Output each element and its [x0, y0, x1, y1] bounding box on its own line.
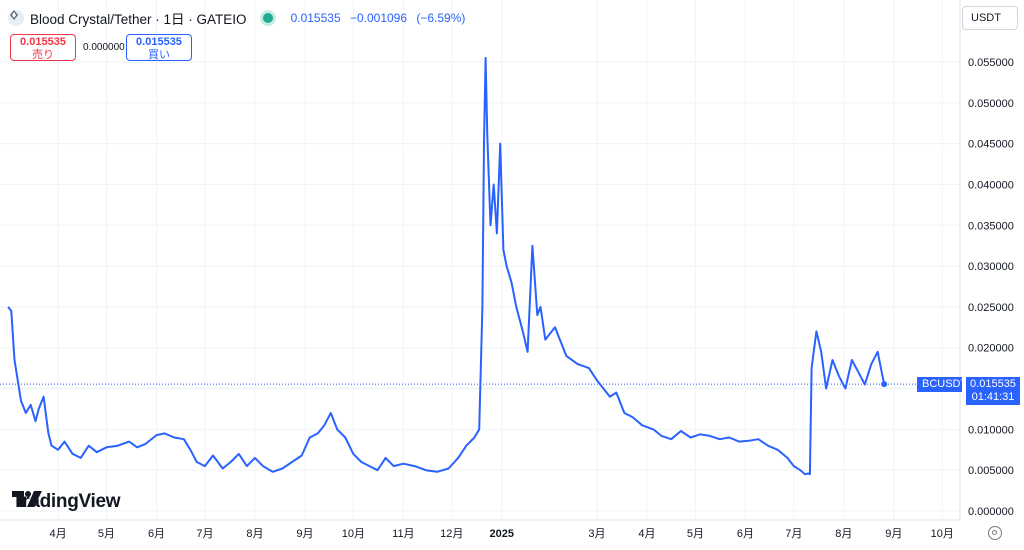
price-tick-label: 0.040000	[968, 179, 1014, 191]
live-status-icon	[262, 13, 273, 23]
time-tick-label: 9月	[296, 528, 313, 540]
bar-countdown: 01:41:31	[971, 391, 1015, 403]
sell-label: 売り	[32, 49, 54, 61]
tradingview-logo-icon	[12, 491, 42, 507]
price-tick-label: 0.000000	[968, 506, 1014, 518]
time-tick-label: 2025	[490, 528, 514, 540]
price-tick-label: 0.050000	[968, 98, 1014, 110]
symbol-logo-icon	[8, 10, 24, 26]
symbol-price-label: BCUSDT	[917, 377, 967, 392]
settings-icon[interactable]	[988, 526, 1002, 540]
price-tick-label: 0.010000	[968, 424, 1014, 436]
price-tick-label: 0.005000	[968, 465, 1014, 477]
sell-price: 0.015535	[20, 36, 66, 48]
time-tick-label: 5月	[687, 528, 704, 540]
time-axis[interactable]: 4月 5月 6月 7月 8月 9月 10月 11月 12月 2025 3月 4月 5月 6月 7月 8月 9月 1…	[50, 528, 954, 540]
price-series-line[interactable]	[7, 56, 886, 476]
tradingview-logo[interactable]: TradingView	[12, 491, 121, 513]
time-tick-label: 9月	[885, 528, 902, 540]
time-tick-label: 4月	[638, 528, 655, 540]
time-tick-label: 11月	[392, 528, 414, 540]
last-price-dot	[881, 381, 888, 388]
price-tick-label: 0.055000	[968, 57, 1014, 69]
time-tick-label: 10月	[931, 528, 954, 540]
price-tick-label: 0.035000	[968, 220, 1014, 232]
symbol-title[interactable]: Blood Crystal/Tether · 1日 · GATEIO	[30, 12, 247, 27]
last-value: 0.015535	[290, 11, 341, 25]
time-tick-label: 4月	[50, 528, 67, 540]
change-percent: (−6.59%)	[416, 11, 466, 25]
time-tick-label: 7月	[196, 528, 213, 540]
time-tick-label: 7月	[785, 528, 802, 540]
spread-value: 0.000000	[83, 42, 125, 53]
time-tick-label: 6月	[737, 528, 754, 540]
time-tick-label: 3月	[588, 528, 605, 540]
last-price-value: 0.015535	[970, 378, 1016, 390]
symbol-header: Blood Crystal/Tether · 1日 · GATEIO 0.015…	[8, 9, 471, 27]
change-value: −0.001096	[349, 11, 408, 25]
time-tick-label: 10月	[342, 528, 365, 540]
time-tick-label: 8月	[246, 528, 263, 540]
quote-values: 0.015535 −0.001096 (−6.59%)	[291, 11, 472, 25]
time-tick-label: 12月	[440, 528, 463, 540]
currency-selector[interactable]: USDT	[962, 6, 1018, 30]
buy-price: 0.015535	[136, 36, 182, 48]
time-tick-label: 8月	[835, 528, 852, 540]
time-tick-label: 6月	[148, 528, 165, 540]
last-price-label: 0.015535 01:41:31	[966, 377, 1020, 405]
price-tick-label: 0.020000	[968, 343, 1014, 355]
time-tick-label: 5月	[98, 528, 115, 540]
buy-label: 買い	[148, 49, 170, 61]
price-tick-label: 0.025000	[968, 302, 1014, 314]
price-tick-label: 0.030000	[968, 261, 1014, 273]
sell-button[interactable]: 0.015535 売り	[10, 34, 76, 61]
price-axis[interactable]: 0.055000 0.050000 0.045000 0.040000 0.035000…	[968, 57, 1014, 518]
price-tick-label: 0.045000	[968, 139, 1014, 151]
grid-lines	[0, 0, 960, 520]
buy-button[interactable]: 0.015535 買い	[126, 34, 192, 61]
